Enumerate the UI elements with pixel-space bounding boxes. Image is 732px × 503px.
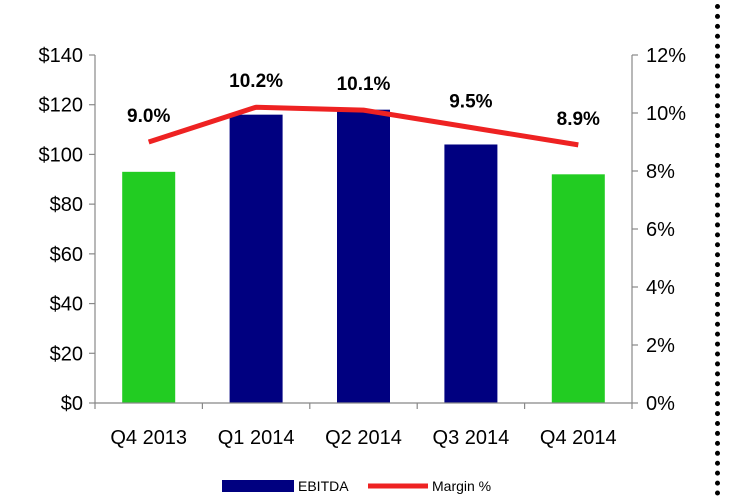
- y-left-tick-label: $40: [50, 294, 83, 316]
- margin-line-group: [147, 104, 579, 148]
- y-right-tick-label: 12%: [646, 45, 686, 67]
- y-right-tick-label: 10%: [646, 103, 686, 125]
- legend-label-margin: Margin %: [432, 478, 491, 494]
- bar-q2-2014: [337, 109, 390, 403]
- y-left-tick-label: $120: [39, 95, 84, 117]
- dotted-border: [715, 4, 720, 496]
- legend: EBITDA Margin %: [222, 478, 491, 494]
- data-labels: 9.0% 10.2% 10.1% 9.5% 8.9%: [127, 71, 600, 130]
- x-tick-label: Q4 2013: [110, 427, 187, 449]
- y-right-tick-label: 0%: [646, 393, 675, 415]
- y-left-tick-label: $20: [50, 343, 83, 365]
- bar-q4-2013: [122, 171, 176, 403]
- legend-swatch-ebitda: [222, 480, 294, 492]
- margin-data-label: 10.1%: [337, 74, 391, 95]
- bars: [122, 109, 605, 404]
- legend-label-ebitda: EBITDA: [298, 478, 349, 494]
- y-right-tick-label: 6%: [646, 219, 675, 241]
- margin-data-label: 10.2%: [229, 71, 283, 92]
- x-tick-label: Q4 2014: [540, 427, 617, 449]
- y-right-tick-label: 4%: [646, 277, 675, 299]
- bar-q4-2014: [551, 174, 605, 403]
- x-tick-label: Q3 2014: [433, 427, 510, 449]
- tick-labels: $0 $20 $40 $60 $80 $100 $120 $140 0% 2% 4% 6% 8% 10% 1…: [39, 45, 687, 449]
- y-left-tick-label: $140: [39, 45, 84, 67]
- margin-data-label: 9.5%: [449, 92, 492, 113]
- y-right-tick-label: 2%: [646, 335, 675, 357]
- axes: [89, 54, 638, 409]
- x-tick-label: Q1 2014: [218, 427, 295, 449]
- y-left-tick-label: $0: [61, 393, 83, 415]
- margin-data-label: 9.0%: [127, 106, 170, 127]
- x-tick-label: Q2 2014: [325, 427, 402, 449]
- margin-data-label: 8.9%: [557, 109, 600, 130]
- bar-q1-2014: [229, 114, 283, 404]
- y-left-tick-label: $60: [50, 244, 83, 266]
- y-left-tick-label: $80: [50, 194, 83, 216]
- y-left-tick-label: $100: [39, 144, 84, 166]
- y-right-tick-label: 8%: [646, 161, 675, 183]
- bar-q3-2014: [444, 144, 498, 403]
